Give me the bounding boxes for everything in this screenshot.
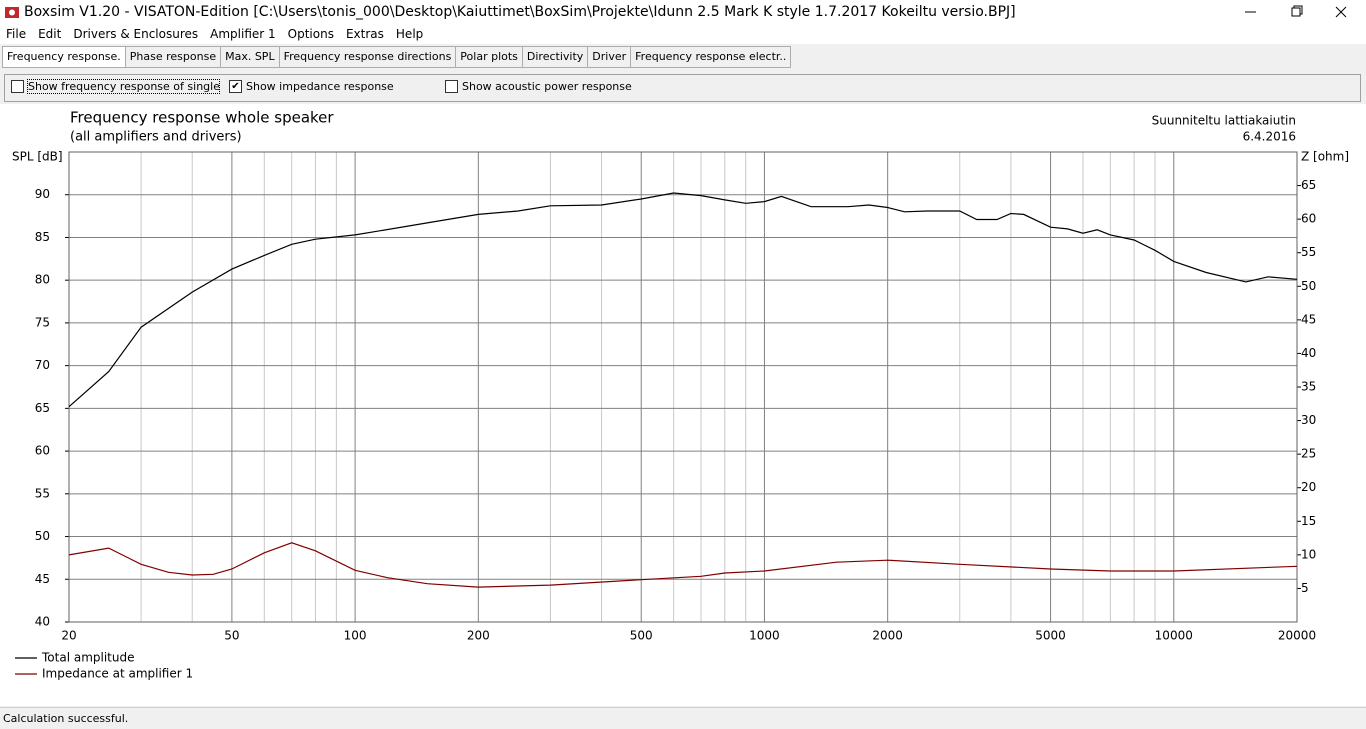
window-title: Boxsim V1.20 - VISATON-Edition [C:\Users… <box>24 4 1016 20</box>
y-tick-label: 85 <box>35 230 50 244</box>
y-axis-label: SPL [dB] <box>12 150 63 164</box>
chart-title: Frequency response whole speaker <box>70 109 334 127</box>
y2-tick-label: 55 <box>1301 245 1316 259</box>
y2-tick-label: 30 <box>1301 413 1316 427</box>
y-tick-label: 90 <box>35 187 50 201</box>
y-tick-label: 60 <box>35 444 50 458</box>
menu-item[interactable]: Edit <box>38 27 62 41</box>
tab[interactable]: Max. SPL <box>221 46 280 68</box>
annotation: Suunniteltu lattiakaiutin <box>1152 114 1296 128</box>
tab[interactable]: Phase response <box>125 46 222 68</box>
y2-tick-label: 45 <box>1301 312 1316 326</box>
x-tick-label: 20000 <box>1278 629 1316 643</box>
chart: Frequency response whole speaker (all am… <box>0 104 1366 706</box>
checkbox-option[interactable]: Show acoustic power response <box>445 80 632 93</box>
x-tick-label: 2000 <box>872 629 903 643</box>
checkbox[interactable] <box>11 80 24 93</box>
tab[interactable]: Frequency response. <box>2 46 126 68</box>
tab[interactable]: Frequency response electr.. <box>631 46 792 68</box>
plot-frame <box>68 151 1298 623</box>
window-controls[interactable] <box>1230 0 1366 24</box>
x-tick-label: 200 <box>467 629 490 643</box>
checkbox[interactable]: ✔ <box>229 80 242 93</box>
status-text: Calculation successful. <box>3 712 129 725</box>
x-tick-label: 500 <box>630 629 653 643</box>
y-tick-label: 50 <box>35 529 50 543</box>
x-tick-label: 50 <box>224 629 239 643</box>
y-tick-label: 75 <box>35 315 50 329</box>
tab[interactable]: Polar plots <box>456 46 523 68</box>
checkbox-label[interactable]: Show impedance response <box>246 80 394 93</box>
legend-label: Impedance at amplifier 1 <box>42 667 193 681</box>
title-bar: Boxsim V1.20 - VISATON-Edition [C:\Users… <box>0 0 1366 24</box>
checkbox-label[interactable]: Show acoustic power response <box>462 80 632 93</box>
tab[interactable]: Driver <box>588 46 632 68</box>
tab[interactable]: Directivity <box>522 46 589 68</box>
menu-item[interactable]: File <box>6 27 27 41</box>
menu-item[interactable]: Options <box>287 27 334 41</box>
y2-tick-label: 5 <box>1301 581 1309 595</box>
x-tick-label: 5000 <box>1035 629 1066 643</box>
y2-tick-label: 40 <box>1301 346 1316 360</box>
x-tick-label: 20 <box>61 629 76 643</box>
checkbox-option[interactable]: ✔ Show impedance response <box>229 80 394 93</box>
annotation: 6.4.2016 <box>1243 130 1296 144</box>
y2-tick-label: 35 <box>1301 380 1316 394</box>
y-tick-label: 70 <box>35 358 50 372</box>
y2-tick-label: 15 <box>1301 514 1316 528</box>
chart-background <box>0 104 1366 706</box>
app-icon <box>5 7 19 18</box>
status-bar: Calculation successful. <box>0 707 1366 729</box>
menu-item[interactable]: Drivers & Enclosures <box>73 27 199 41</box>
y-tick-label: 80 <box>35 273 50 287</box>
y2-tick-label: 50 <box>1301 279 1316 293</box>
y2-tick-label: 10 <box>1301 547 1316 561</box>
y-tick-label: 55 <box>35 486 50 500</box>
menu-item[interactable]: Amplifier 1 <box>210 27 276 41</box>
y2-tick-label: 20 <box>1301 480 1316 494</box>
x-tick-label: 1000 <box>749 629 780 643</box>
y-tick-label: 65 <box>35 401 50 415</box>
options-panel: Show frequency response of single drive ✔… <box>4 74 1361 102</box>
y2-tick-label: 65 <box>1301 178 1316 192</box>
x-tick-label: 100 <box>344 629 367 643</box>
x-tick-label: 10000 <box>1155 629 1193 643</box>
y2-tick-label: 60 <box>1301 212 1316 226</box>
series-line <box>68 542 1298 588</box>
y-tick-label: 45 <box>35 572 50 586</box>
y2-axis-label: Z [ohm] <box>1301 150 1349 164</box>
menu-item[interactable]: Help <box>395 27 424 41</box>
tab-bar: Frequency response. Phase response Max. SP… <box>2 46 792 68</box>
menu-bar: File Edit Drivers & Enclosures Amplifier 1 O… <box>0 24 1366 44</box>
menu-item[interactable]: Extras <box>345 27 384 41</box>
legend-label: Total amplitude <box>41 651 134 665</box>
checkbox[interactable] <box>445 80 458 93</box>
tab[interactable]: Frequency response directions <box>279 46 457 68</box>
y-tick-label: 40 <box>35 615 50 629</box>
checkbox-option[interactable]: Show frequency response of single drive <box>11 79 220 94</box>
series-line <box>68 192 1298 408</box>
checkbox-label[interactable]: Show frequency response of single drive <box>27 79 220 94</box>
chart-subtitle: (all amplifiers and drivers) <box>70 130 242 145</box>
y2-tick-label: 25 <box>1301 447 1316 461</box>
